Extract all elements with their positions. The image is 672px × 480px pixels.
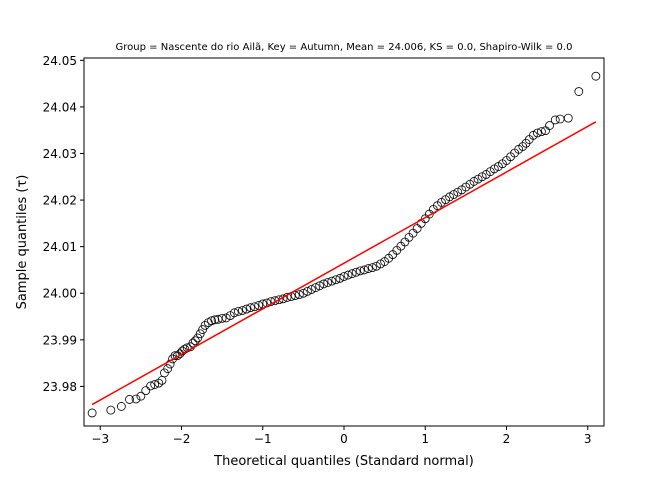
- data-point: [339, 272, 349, 281]
- data-point: [563, 113, 573, 123]
- data-point: [574, 87, 584, 96]
- data-point: [298, 288, 308, 298]
- data-point: [315, 281, 325, 291]
- data-point: [195, 329, 205, 339]
- data-point: [254, 300, 264, 310]
- data-point: [327, 276, 337, 286]
- x-tick-label: 1: [421, 432, 429, 446]
- data-point: [323, 278, 333, 287]
- data-point: [347, 269, 357, 279]
- data-point: [136, 391, 146, 401]
- reference-line: [91, 121, 597, 406]
- data-point: [303, 286, 312, 296]
- data-point: [335, 273, 345, 283]
- y-tick-label: 24.01: [43, 240, 77, 254]
- chart-title: Group = Nascente do rio Ailã, Key = Autu…: [116, 42, 573, 53]
- data-point: [537, 127, 546, 137]
- data-point: [270, 296, 280, 306]
- data-point: [246, 303, 255, 313]
- y-axis: 23.98 23.99 24.00 24.01 24.02 24.03 24.04 24.05: [43, 54, 84, 394]
- x-axis-label: Theoretical quantiles (Standard normal): [213, 454, 474, 469]
- y-tick-label: 24.03: [43, 147, 77, 161]
- data-point: [250, 302, 260, 312]
- data-point: [518, 142, 528, 151]
- data-point: [363, 264, 373, 273]
- y-tick-label: 23.99: [43, 333, 77, 347]
- data-point: [116, 402, 126, 411]
- x-tick-label: −2: [173, 432, 191, 446]
- data-point: [238, 306, 247, 315]
- data-point: [290, 291, 300, 300]
- x-tick-label: 3: [584, 432, 592, 446]
- data-point: [233, 307, 243, 316]
- data-point: [173, 351, 182, 361]
- y-tick-label: 24.04: [43, 100, 77, 114]
- y-tick-label: 24.05: [43, 54, 77, 68]
- x-tick-label: −1: [254, 432, 272, 446]
- data-point: [207, 316, 216, 326]
- y-tick-label: 23.98: [43, 380, 77, 394]
- data-point: [150, 380, 160, 389]
- data-point: [242, 304, 251, 314]
- data-point: [146, 381, 156, 391]
- data-point: [87, 408, 97, 418]
- y-axis-label: Sample quantiles (τ): [15, 175, 30, 310]
- x-axis: −3 −2 −1 0 1 2 3: [91, 426, 592, 446]
- data-point: [210, 315, 220, 325]
- data-point: [229, 308, 239, 318]
- data-point: [331, 275, 341, 285]
- data-point: [351, 267, 361, 277]
- data-point: [591, 71, 601, 81]
- data-point: [368, 263, 377, 273]
- x-tick-label: 2: [503, 432, 511, 446]
- data-point: [168, 354, 177, 364]
- data-point: [106, 405, 116, 415]
- data-point: [319, 279, 329, 289]
- x-tick-label: −3: [91, 432, 109, 446]
- data-layer: [87, 71, 601, 418]
- data-point: [343, 270, 353, 280]
- data-point: [154, 378, 164, 388]
- data-point: [550, 115, 560, 125]
- data-point: [307, 285, 316, 294]
- x-tick-label: 0: [340, 432, 348, 446]
- data-point: [217, 313, 227, 323]
- data-point: [190, 336, 200, 346]
- data-point: [532, 128, 542, 138]
- y-tick-label: 24.00: [43, 287, 77, 301]
- data-point: [294, 290, 304, 300]
- data-point: [188, 338, 198, 348]
- data-point: [163, 364, 173, 374]
- data-point: [193, 333, 203, 343]
- data-point: [355, 266, 365, 276]
- data-point: [198, 325, 208, 334]
- data-point: [545, 121, 554, 130]
- data-point: [125, 395, 134, 404]
- data-point: [200, 320, 210, 330]
- data-point: [311, 283, 320, 293]
- y-tick-label: 24.02: [43, 194, 77, 208]
- data-point: [359, 265, 369, 275]
- data-point: [274, 295, 284, 305]
- plot-frame: [83, 57, 605, 427]
- data-point: [141, 386, 151, 396]
- data-point: [131, 394, 141, 404]
